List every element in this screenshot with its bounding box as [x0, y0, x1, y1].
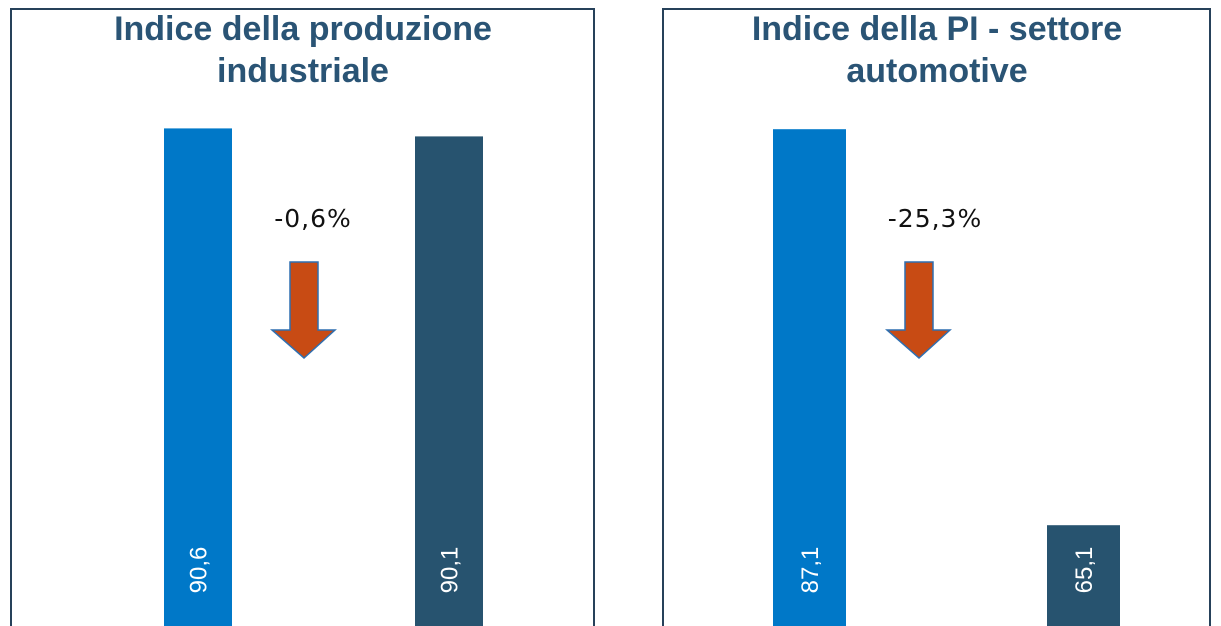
bar: [164, 128, 232, 626]
bar: [415, 136, 483, 626]
value-label: 65,1: [1071, 547, 1098, 594]
annotation: -0,6%: [274, 204, 352, 233]
value-label: 90,1: [436, 547, 463, 594]
chart-title: Indice della PI - settore automotive: [751, 10, 1123, 90]
arrow: [270, 261, 337, 360]
chart-title: Indice della produzione industriale: [114, 10, 492, 90]
value-label: 87,1: [797, 547, 824, 594]
annotation: -25,3%: [888, 204, 982, 233]
arrow: [885, 261, 952, 360]
bar: [773, 129, 846, 626]
panel: [662, 8, 1211, 626]
bar: [1047, 525, 1120, 626]
value-label: 90,6: [185, 547, 212, 594]
panel: [10, 8, 595, 626]
